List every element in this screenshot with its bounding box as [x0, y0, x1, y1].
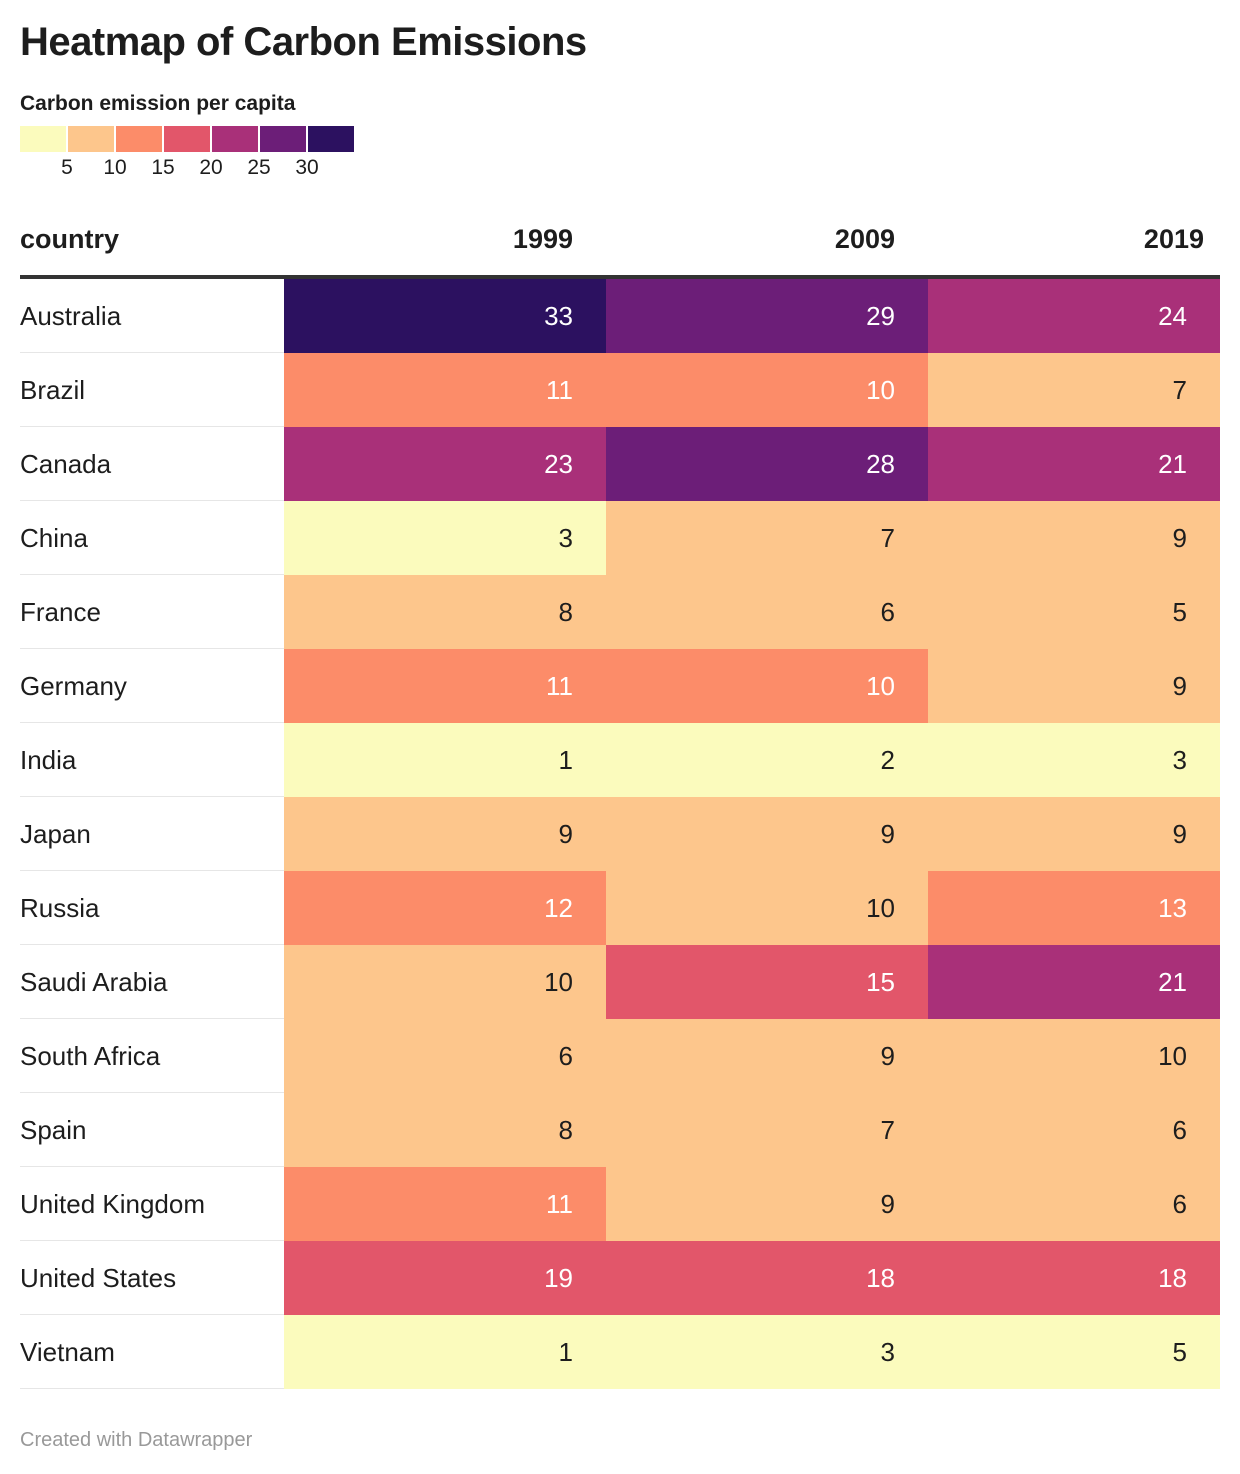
country-label: South Africa	[20, 1019, 284, 1093]
country-label: Saudi Arabia	[20, 945, 284, 1019]
table-row: Saudi Arabia 10 15 21	[20, 945, 1220, 1019]
heatmap-cell: 3	[284, 501, 606, 575]
country-label: Germany	[20, 649, 284, 723]
heatmap-cell: 9	[606, 1167, 928, 1241]
legend-swatch	[116, 126, 162, 152]
heatmap-cell: 1	[284, 1315, 606, 1389]
heatmap-cell: 2	[606, 723, 928, 797]
heatmap-cell: 5	[928, 1315, 1220, 1389]
heatmap-cell: 23	[284, 427, 606, 501]
heatmap-cell: 9	[928, 501, 1220, 575]
heatmap-cell: 18	[606, 1241, 928, 1315]
table-row: Canada 23 28 21	[20, 427, 1220, 501]
column-header[interactable]: 2019	[1143, 224, 1204, 254]
heatmap-cell: 9	[606, 1019, 928, 1093]
heatmap-cell: 7	[606, 1093, 928, 1167]
heatmap-cell: 10	[928, 1019, 1220, 1093]
column-header[interactable]: 2009	[834, 224, 895, 254]
heatmap-cell: 29	[606, 279, 928, 353]
heatmap-cell: 1	[284, 723, 606, 797]
table-row: Vietnam 1 3 5	[20, 1315, 1220, 1389]
legend-swatch	[260, 126, 306, 152]
heatmap-cell: 19	[284, 1241, 606, 1315]
table-row: China 3 7 9	[20, 501, 1220, 575]
heatmap-cell: 24	[928, 279, 1220, 353]
country-label: Spain	[20, 1093, 284, 1167]
heatmap-cell: 11	[284, 353, 606, 427]
heatmap-cell: 6	[284, 1019, 606, 1093]
legend-swatch	[68, 126, 114, 152]
heatmap-cell: 21	[928, 945, 1220, 1019]
heatmap-cell: 10	[606, 649, 928, 723]
country-label: Vietnam	[20, 1315, 284, 1389]
country-label: France	[20, 575, 284, 649]
legend-tick-label: 15	[151, 156, 175, 179]
legend-swatch	[20, 126, 66, 152]
heatmap-cell: 10	[606, 871, 928, 945]
table-row: Japan 9 9 9	[20, 797, 1220, 871]
heatmap-cell: 12	[284, 871, 606, 945]
legend-title: Carbon emission per capita	[20, 92, 296, 115]
row-header: country	[20, 224, 120, 254]
heatmap-cell: 21	[928, 427, 1220, 501]
heatmap-cell: 7	[606, 501, 928, 575]
legend-tick-label: 20	[199, 156, 223, 179]
heatmap-cell: 10	[284, 945, 606, 1019]
country-label: United States	[20, 1241, 284, 1315]
country-label: India	[20, 723, 284, 797]
heatmap-cell: 9	[284, 797, 606, 871]
heatmap-cell: 7	[928, 353, 1220, 427]
table-row: Brazil 11 10 7	[20, 353, 1220, 427]
table-row: South Africa 6 9 10	[20, 1019, 1220, 1093]
table-row: United Kingdom 11 9 6	[20, 1167, 1220, 1241]
heatmap-cell: 28	[606, 427, 928, 501]
heatmap-cell: 6	[928, 1167, 1220, 1241]
heatmap-cell: 15	[606, 945, 928, 1019]
heatmap-cell: 5	[928, 575, 1220, 649]
country-label: Brazil	[20, 353, 284, 427]
country-label: Japan	[20, 797, 284, 871]
table-row: Germany 11 10 9	[20, 649, 1220, 723]
table-row: United States 19 18 18	[20, 1241, 1220, 1315]
legend-swatch	[164, 126, 210, 152]
legend-tick-label: 5	[61, 156, 73, 179]
column-header[interactable]: 1999	[512, 224, 573, 254]
heatmap-cell: 10	[606, 353, 928, 427]
legend-swatch	[308, 126, 354, 152]
country-label: Canada	[20, 427, 284, 501]
footer-credit[interactable]: Created with Datawrapper	[20, 1429, 253, 1451]
heatmap-cell: 6	[928, 1093, 1220, 1167]
heatmap-cell: 9	[928, 649, 1220, 723]
country-label: China	[20, 501, 284, 575]
chart-title: Heatmap of Carbon Emissions	[20, 20, 587, 64]
country-label: United Kingdom	[20, 1167, 284, 1241]
heatmap-cell: 11	[284, 649, 606, 723]
legend-tick-label: 10	[103, 156, 127, 179]
table-row: France 8 6 5	[20, 575, 1220, 649]
heatmap-cell: 8	[284, 575, 606, 649]
heatmap-cell: 9	[606, 797, 928, 871]
heatmap-cell: 8	[284, 1093, 606, 1167]
heatmap-cell: 13	[928, 871, 1220, 945]
heatmap-cell: 3	[606, 1315, 928, 1389]
table-row: Russia 12 10 13	[20, 871, 1220, 945]
table-row: India 1 2 3	[20, 723, 1220, 797]
heatmap-cell: 33	[284, 279, 606, 353]
legend-tick-label: 30	[295, 156, 319, 179]
header-divider	[20, 275, 1220, 279]
legend	[20, 126, 356, 152]
heatmap-cell: 11	[284, 1167, 606, 1241]
country-label: Australia	[20, 279, 284, 353]
table-row: Spain 8 7 6	[20, 1093, 1220, 1167]
table-row: Australia 33 29 24	[20, 279, 1220, 353]
legend-swatch	[212, 126, 258, 152]
country-label: Russia	[20, 871, 284, 945]
heatmap-cell: 9	[928, 797, 1220, 871]
heatmap-cell: 18	[928, 1241, 1220, 1315]
legend-tick-label: 25	[247, 156, 271, 179]
heatmap-cell: 6	[606, 575, 928, 649]
heatmap-cell: 3	[928, 723, 1220, 797]
